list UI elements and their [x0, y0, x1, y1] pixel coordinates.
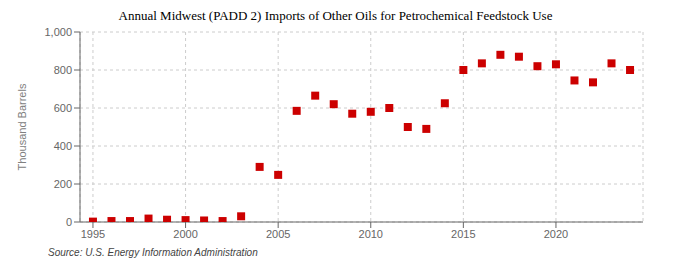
svg-text:2010: 2010	[359, 228, 383, 240]
svg-text:0: 0	[66, 216, 72, 228]
svg-text:800: 800	[54, 64, 72, 76]
svg-text:200: 200	[54, 178, 72, 190]
svg-text:1995: 1995	[81, 228, 105, 240]
svg-text:2015: 2015	[451, 228, 475, 240]
svg-text:2005: 2005	[266, 228, 290, 240]
html-text:Source: U.S. Energy Informatio: Source: U.S. Energy Information Administ…	[48, 247, 258, 258]
html-text:Annual Midwest (PADD 2) Import: Annual Midwest (PADD 2) Imports of Other…	[118, 8, 553, 23]
svg-text:2020: 2020	[544, 228, 568, 240]
svg-text:2000: 2000	[173, 228, 197, 240]
svg-text:Thousand Barrels: Thousand Barrels	[16, 83, 28, 170]
svg-text:1,000: 1,000	[44, 26, 72, 38]
svg-text:400: 400	[54, 140, 72, 152]
svg-text:600: 600	[54, 102, 72, 114]
